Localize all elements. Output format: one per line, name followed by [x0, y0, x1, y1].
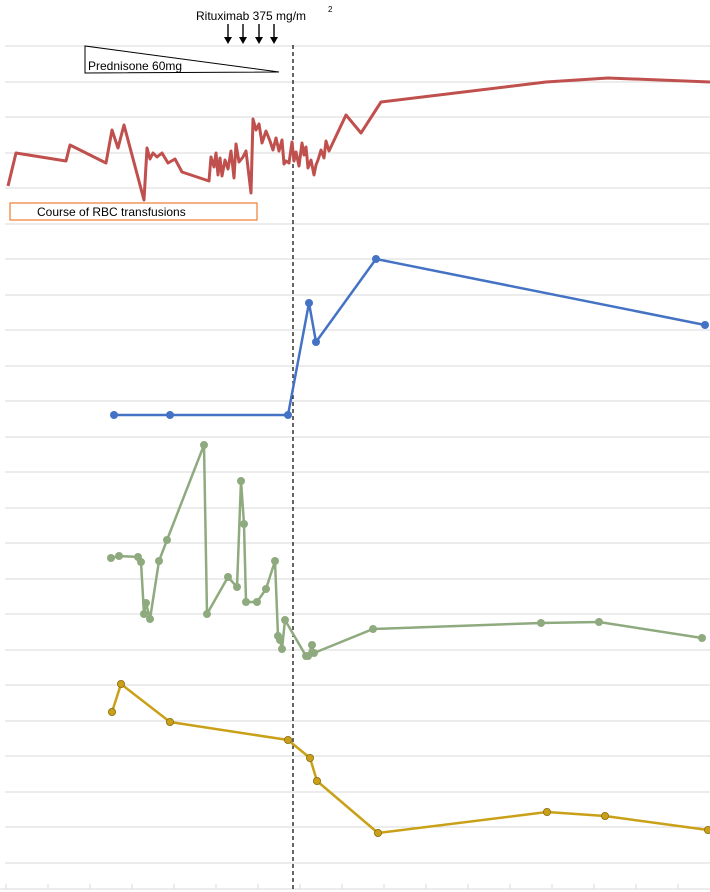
x-axis: [0, 884, 710, 890]
series-red: [6, 76, 710, 202]
data-point: [283, 410, 292, 419]
data-point: [239, 520, 248, 529]
prednisone-annotation: Prednisone 60mg: [84, 45, 280, 74]
data-point: [305, 754, 314, 763]
rituximab-label: Rituximab 375 mg/m: [196, 9, 306, 23]
rbc-annotation: Course of RBC transfusions: [9, 202, 258, 221]
data-point: [165, 718, 174, 727]
data-point: [270, 557, 279, 566]
data-point: [277, 645, 286, 654]
data-point: [115, 552, 124, 561]
data-point: [136, 558, 145, 567]
data-point: [117, 680, 126, 689]
data-point: [141, 599, 150, 608]
data-point: [261, 585, 270, 594]
dose-arrow-icon: [239, 24, 247, 44]
series-blue: [110, 254, 710, 419]
data-point: [280, 616, 289, 625]
series-group: [6, 76, 710, 838]
series-line-blue: [114, 257, 706, 417]
rbc-label: Course of RBC transfusions: [37, 205, 186, 219]
data-point: [312, 777, 321, 786]
prednisone-taper-triangle: [84, 45, 280, 74]
data-point: [275, 636, 284, 645]
series-gold: [108, 680, 710, 838]
rituximab-label-superscript: 2: [328, 5, 333, 14]
data-point: [698, 634, 707, 643]
rbc-transfusion-box: [9, 202, 258, 221]
data-point: [232, 583, 241, 592]
data-point: [373, 829, 382, 838]
data-point: [701, 320, 710, 329]
data-point: [162, 536, 171, 545]
rituximab-dose-arrows: [224, 24, 278, 44]
rituximab-annotation: Rituximab 375 mg/m 2: [196, 5, 333, 44]
data-point: [202, 610, 211, 619]
data-point: [311, 337, 320, 346]
series-line-green: [110, 443, 703, 658]
data-point: [307, 641, 316, 650]
data-point: [199, 440, 208, 449]
dose-arrow-icon: [255, 24, 263, 44]
data-point: [601, 812, 610, 821]
data-point: [241, 598, 250, 607]
data-point: [236, 476, 245, 485]
series-line-red: [6, 76, 710, 202]
gridlines: [5, 45, 710, 864]
data-point: [309, 649, 318, 658]
data-point: [537, 619, 546, 628]
data-point: [304, 298, 313, 307]
data-point: [543, 808, 552, 817]
data-point: [283, 736, 292, 745]
data-point: [110, 410, 119, 419]
dose-arrow-icon: [224, 24, 232, 44]
data-point: [139, 610, 148, 619]
data-point: [154, 557, 163, 566]
data-point: [371, 254, 380, 263]
data-point: [223, 573, 232, 582]
dose-arrow-icon: [270, 24, 278, 44]
series-line-gold: [110, 682, 709, 835]
data-point: [595, 618, 604, 627]
data-point: [107, 554, 116, 563]
data-point: [368, 625, 377, 634]
prednisone-label: Prednisone 60mg: [88, 59, 182, 73]
data-point: [145, 615, 154, 624]
data-point: [252, 598, 261, 607]
data-point: [108, 708, 117, 717]
series-green: [107, 440, 707, 661]
data-point: [704, 826, 710, 834]
data-point: [165, 410, 174, 419]
